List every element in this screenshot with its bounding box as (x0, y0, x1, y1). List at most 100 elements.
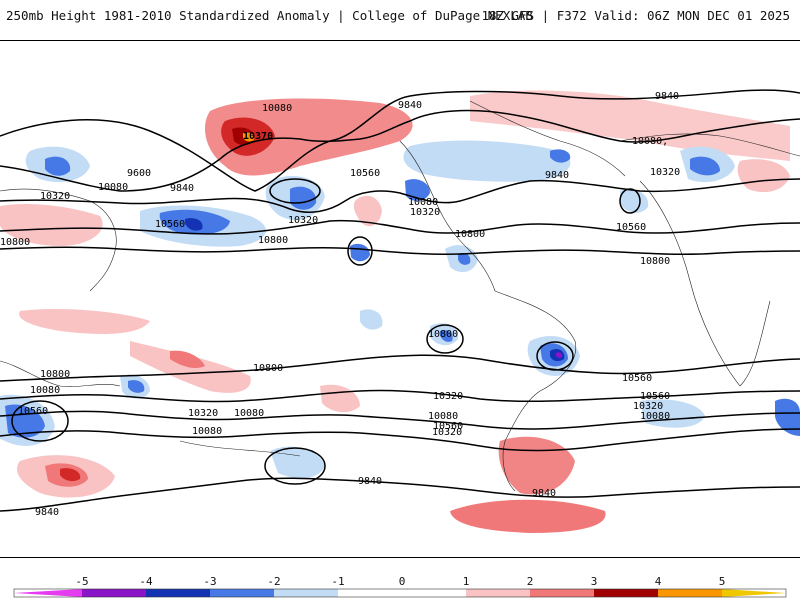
contour-label: 10800 (455, 229, 485, 240)
colorbar-swatch (530, 589, 594, 597)
anomaly-map: 10080 10370 9840 9840 10080, 9600 10080 … (0, 89, 800, 533)
contour-label: 10800 (40, 369, 70, 380)
anomaly-blob (320, 384, 360, 413)
colorbar: -5 -4 -3 -2 -1 0 1 2 3 4 5 (0, 560, 800, 600)
contour-label: 10080, (632, 136, 668, 147)
contour-label: 9840 (35, 507, 59, 518)
anomaly-blob (550, 149, 571, 163)
contour-label: 10800 (428, 329, 458, 340)
anomaly-blob (185, 218, 203, 231)
map-title: 250mb Height 1981-2010 Standardized Anom… (6, 8, 533, 23)
contour-10320 (0, 178, 800, 213)
map-panel: 10080 10370 9840 9840 10080, 9600 10080 … (0, 40, 800, 558)
contour-9840 (0, 89, 800, 192)
colorbar-tick: 0 (398, 575, 406, 588)
contour-label: 10320 (288, 215, 318, 226)
colorbar-swatch (146, 589, 210, 597)
coastlines (0, 100, 800, 492)
contour-closed-low (11, 400, 69, 442)
anomaly-blob (0, 204, 103, 246)
contour-label: 9840 (398, 100, 422, 111)
contour-label: 10800 (0, 237, 30, 248)
anomaly-blob (128, 380, 145, 393)
contour-label: 10080 (428, 411, 458, 422)
contour-label: 10320 (650, 167, 680, 178)
anomaly-blob (620, 189, 649, 213)
anomaly-blob (353, 195, 382, 227)
anomaly-blob (60, 468, 81, 482)
colorbar-tick: 4 (654, 575, 662, 588)
contour-closed-low (269, 178, 321, 204)
anomaly-blob (19, 309, 151, 334)
colorbar-tick: 1 (462, 575, 470, 588)
contour-10080 (0, 109, 800, 192)
anomaly-blob (350, 243, 370, 262)
contour-label: 10320 (633, 401, 663, 412)
colorbar-tick: -2 (267, 575, 281, 588)
contour-label: 10320 (410, 207, 440, 218)
colorbar-swatch (274, 589, 338, 597)
contour-9840-s (0, 477, 800, 512)
contour-label: 10560 (616, 222, 646, 233)
contour-10080-s (0, 428, 800, 452)
contour-label: 10080 (30, 385, 60, 396)
colorbar-tick: 2 (526, 575, 534, 588)
anomaly-blob (405, 179, 430, 201)
height-contours (0, 89, 800, 512)
colorbar-swatch (658, 589, 722, 597)
contour-label: 10080 (640, 411, 670, 422)
colorbar-tick: -5 (75, 575, 89, 588)
colorbar-tick: 3 (590, 575, 598, 588)
contour-closed-low (536, 341, 574, 371)
anomaly-blob (458, 253, 471, 265)
colorbar-end-right (722, 589, 786, 597)
header: 250mb Height 1981-2010 Standardized Anom… (0, 0, 800, 34)
contour-label: 10800 (253, 363, 283, 374)
anomaly-blob (498, 436, 575, 495)
contour-closed-low (347, 236, 373, 266)
colorbar-swatch (466, 589, 530, 597)
contour-10560-s (0, 389, 800, 403)
contour-closed-low (264, 447, 326, 485)
contour-label: 10560 (622, 373, 652, 384)
contour-label: 9600 (127, 168, 151, 179)
anomaly-blob (403, 140, 571, 182)
contour-label: 9840 (545, 170, 569, 181)
contour-label: 10320 (40, 191, 70, 202)
contour-label: 9840 (170, 183, 194, 194)
contour-closed-low (619, 188, 641, 214)
contour-label: 10320 (432, 427, 462, 438)
contour-label: 9840 (358, 476, 382, 487)
anomaly-blob (205, 98, 413, 176)
contour-label: 10080 (192, 426, 222, 437)
anomaly-blob (690, 156, 720, 176)
contour-closed-low (426, 324, 464, 354)
colorbar-swatch (210, 589, 274, 597)
anomaly-blob (360, 309, 383, 330)
anomaly-blob (290, 186, 317, 210)
contour-label: 10560 (433, 421, 463, 432)
contour-label: 10560 (640, 391, 670, 402)
anomaly-blob (45, 156, 71, 176)
anomaly-blob (270, 446, 325, 479)
colorbar-swatch (82, 589, 146, 597)
anomaly-blob (470, 90, 790, 161)
anomaly-blob (440, 330, 453, 342)
contour-label: 10320 (433, 391, 463, 402)
contour-label: 10560 (350, 168, 380, 179)
contour-label: 10320 (188, 408, 218, 419)
colorbar-swatch (338, 589, 466, 597)
colorbar-tick: 5 (718, 575, 726, 588)
contour-label: 10370 (243, 131, 273, 142)
anomaly-blob (737, 159, 790, 193)
contour-label: 9840 (655, 91, 679, 102)
anomaly-shading (0, 90, 800, 533)
contour-label: 10560 (155, 219, 185, 230)
contour-label: 10080 (98, 182, 128, 193)
contour-label: 10080 (234, 408, 264, 419)
contour-10800-s (0, 354, 800, 382)
anomaly-blob (450, 499, 606, 533)
colorbar-swatch (594, 589, 658, 597)
anomaly-blob (556, 352, 563, 358)
anomaly-blob (170, 350, 205, 369)
